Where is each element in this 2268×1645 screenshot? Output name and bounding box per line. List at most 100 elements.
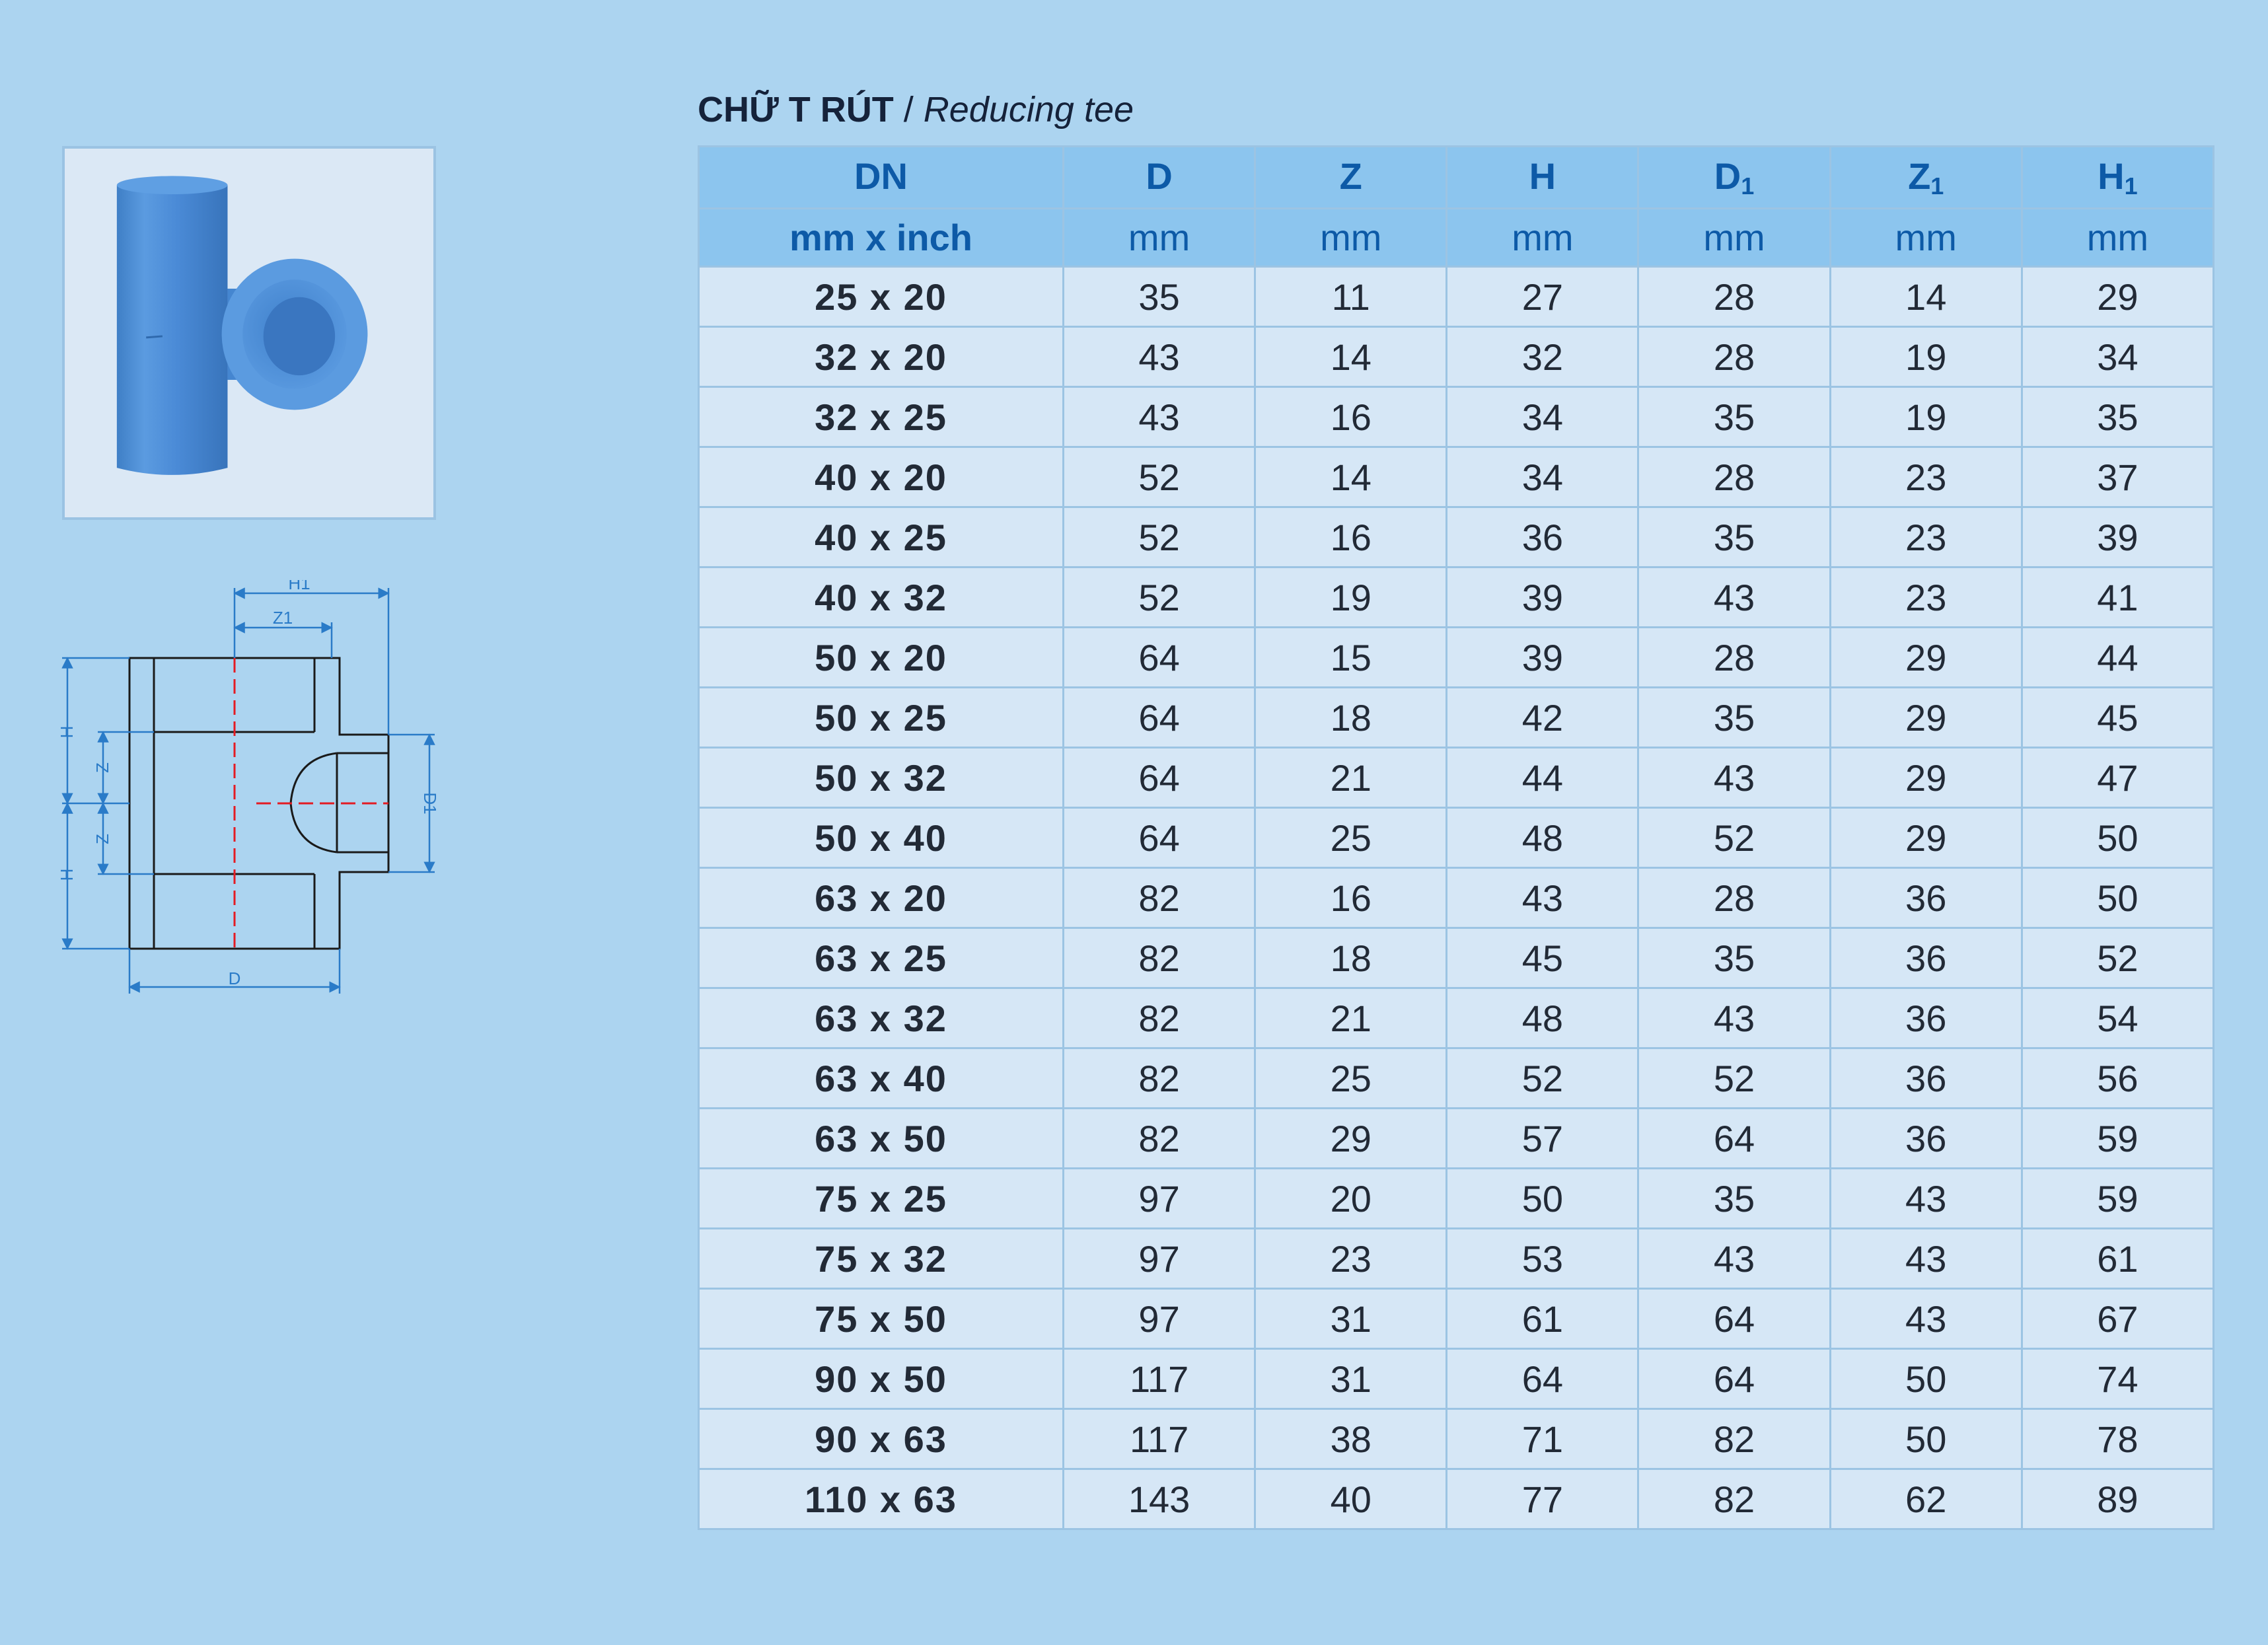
table-cell: 43: [1637, 566, 1831, 628]
table-cell: 29: [1829, 626, 2023, 688]
dim-label-h-top: H: [58, 726, 77, 739]
table-cell: 25: [1254, 807, 1448, 869]
table-cell: 52: [1062, 566, 1257, 628]
table-cell: 64: [1637, 1288, 1831, 1350]
table-cell-dn: 40 x 20: [698, 446, 1064, 508]
title-english: Reducing tee: [923, 90, 1134, 129]
table-cell: 35: [2020, 386, 2215, 448]
table-cell: 36: [1829, 1107, 2023, 1169]
col-header-unit: mm: [1062, 207, 1257, 268]
table-cell: 43: [1829, 1167, 2023, 1229]
table-cell: 82: [1637, 1408, 1831, 1470]
technical-drawing: H1 Z1 H Z Z H D1 D: [58, 580, 455, 1003]
table-cell: 74: [2020, 1348, 2215, 1410]
table-cell-dn: 75 x 25: [698, 1167, 1064, 1229]
table-cell-dn: 90 x 50: [698, 1348, 1064, 1410]
table-cell: 50: [1829, 1348, 2023, 1410]
table-cell: 43: [1829, 1227, 2023, 1290]
col-symbol: H: [2098, 155, 2125, 197]
table-cell-dn: 50 x 25: [698, 686, 1064, 749]
table-cell: 47: [2020, 747, 2215, 809]
table-cell: 52: [1062, 506, 1257, 568]
table-cell: 143: [1062, 1468, 1257, 1530]
col-symbol: D: [1714, 155, 1741, 197]
table-title: CHỮ T RÚT / Reducing tee: [698, 85, 1134, 135]
table-cell: 36: [1829, 1047, 2023, 1109]
table-cell: 34: [1445, 446, 1640, 508]
table-cell-dn: 25 x 20: [698, 266, 1064, 328]
table-cell: 35: [1637, 1167, 1831, 1229]
table-row: 40 x 25 52 16 36 35 23 39: [698, 506, 2215, 568]
table-cell: 36: [1445, 506, 1640, 568]
col-header-unit: mm: [1254, 207, 1448, 268]
dim-label-h-bottom: H: [58, 869, 77, 881]
title-vietnamese: CHỮ T RÚT: [698, 90, 894, 129]
table-cell: 50: [2020, 807, 2215, 869]
table-cell: 117: [1062, 1348, 1257, 1410]
table-cell: 82: [1637, 1468, 1831, 1530]
table-cell: 19: [1829, 386, 2023, 448]
table-cell-dn: 63 x 50: [698, 1107, 1064, 1169]
table-cell: 35: [1637, 927, 1831, 989]
table-cell: 20: [1254, 1167, 1448, 1229]
col-header-unit: mm: [1829, 207, 2023, 268]
col-symbol-subscript: 1: [1741, 172, 1755, 200]
header-row-symbols: DN D Z H D1 Z1 H1: [698, 145, 2215, 209]
col-header-symbol: DN: [698, 145, 1064, 209]
table-row: 32 x 20 43 14 32 28 19 34: [698, 326, 2215, 388]
table-cell: 35: [1637, 686, 1831, 749]
table-row: 63 x 25 82 18 45 35 36 52: [698, 927, 2215, 989]
table-row: 40 x 20 52 14 34 28 23 37: [698, 446, 2215, 508]
table-cell: 64: [1062, 807, 1257, 869]
table-cell: 40: [1254, 1468, 1448, 1530]
table-row: 63 x 32 82 21 48 43 36 54: [698, 987, 2215, 1049]
table-cell: 82: [1062, 867, 1257, 929]
table-cell: 39: [2020, 506, 2215, 568]
table-row: 63 x 20 82 16 43 28 36 50: [698, 867, 2215, 929]
table-cell: 43: [1637, 747, 1831, 809]
table-cell: 117: [1062, 1408, 1257, 1470]
table-cell-dn: 75 x 32: [698, 1227, 1064, 1290]
table-cell-dn: 63 x 20: [698, 867, 1064, 929]
table-cell: 34: [1445, 386, 1640, 448]
table-cell: 29: [2020, 266, 2215, 328]
col-header-symbol: Z: [1254, 145, 1448, 209]
col-header-unit: mm: [1445, 207, 1640, 268]
table-cell-dn: 50 x 32: [698, 747, 1064, 809]
table-cell: 62: [1829, 1468, 2023, 1530]
table-cell: 77: [1445, 1468, 1640, 1530]
table-cell: 19: [1829, 326, 2023, 388]
table-cell: 32: [1445, 326, 1640, 388]
table-cell-dn: 32 x 25: [698, 386, 1064, 448]
col-symbol: D: [1146, 155, 1173, 197]
table-cell: 44: [1445, 747, 1640, 809]
table-cell: 16: [1254, 867, 1448, 929]
table-row: 25 x 20 35 11 27 28 14 29: [698, 266, 2215, 328]
dim-label-h1: H1: [288, 580, 310, 593]
reducing-tee-dimension-diagram: H1 Z1 H Z Z H D1 D: [58, 580, 440, 994]
table-cell: 53: [1445, 1227, 1640, 1290]
table-cell: 35: [1637, 506, 1831, 568]
dim-label-d1: D1: [420, 792, 440, 814]
col-header-unit: mm: [1637, 207, 1831, 268]
table-cell: 52: [1637, 1047, 1831, 1109]
table-row: 90 x 50 117 31 64 64 50 74: [698, 1348, 2215, 1410]
title-separator: /: [893, 90, 924, 129]
table-row: 50 x 25 64 18 42 35 29 45: [698, 686, 2215, 749]
table-cell: 64: [1062, 747, 1257, 809]
table-cell-dn: 40 x 32: [698, 566, 1064, 628]
table-cell: 39: [1445, 626, 1640, 688]
table-cell: 52: [2020, 927, 2215, 989]
table-cell: 29: [1829, 807, 2023, 869]
table-cell: 23: [1254, 1227, 1448, 1290]
table-cell: 29: [1829, 686, 2023, 749]
table-cell: 31: [1254, 1348, 1448, 1410]
col-header-symbol: H1: [2020, 145, 2215, 209]
col-symbol-subscript: 1: [2124, 172, 2138, 200]
table-row: 75 x 32 97 23 53 43 43 61: [698, 1227, 2215, 1290]
col-header-symbol: Z1: [1829, 145, 2023, 209]
table-cell: 71: [1445, 1408, 1640, 1470]
table-cell: 52: [1445, 1047, 1640, 1109]
table-cell: 64: [1637, 1348, 1831, 1410]
table-cell: 39: [1445, 566, 1640, 628]
